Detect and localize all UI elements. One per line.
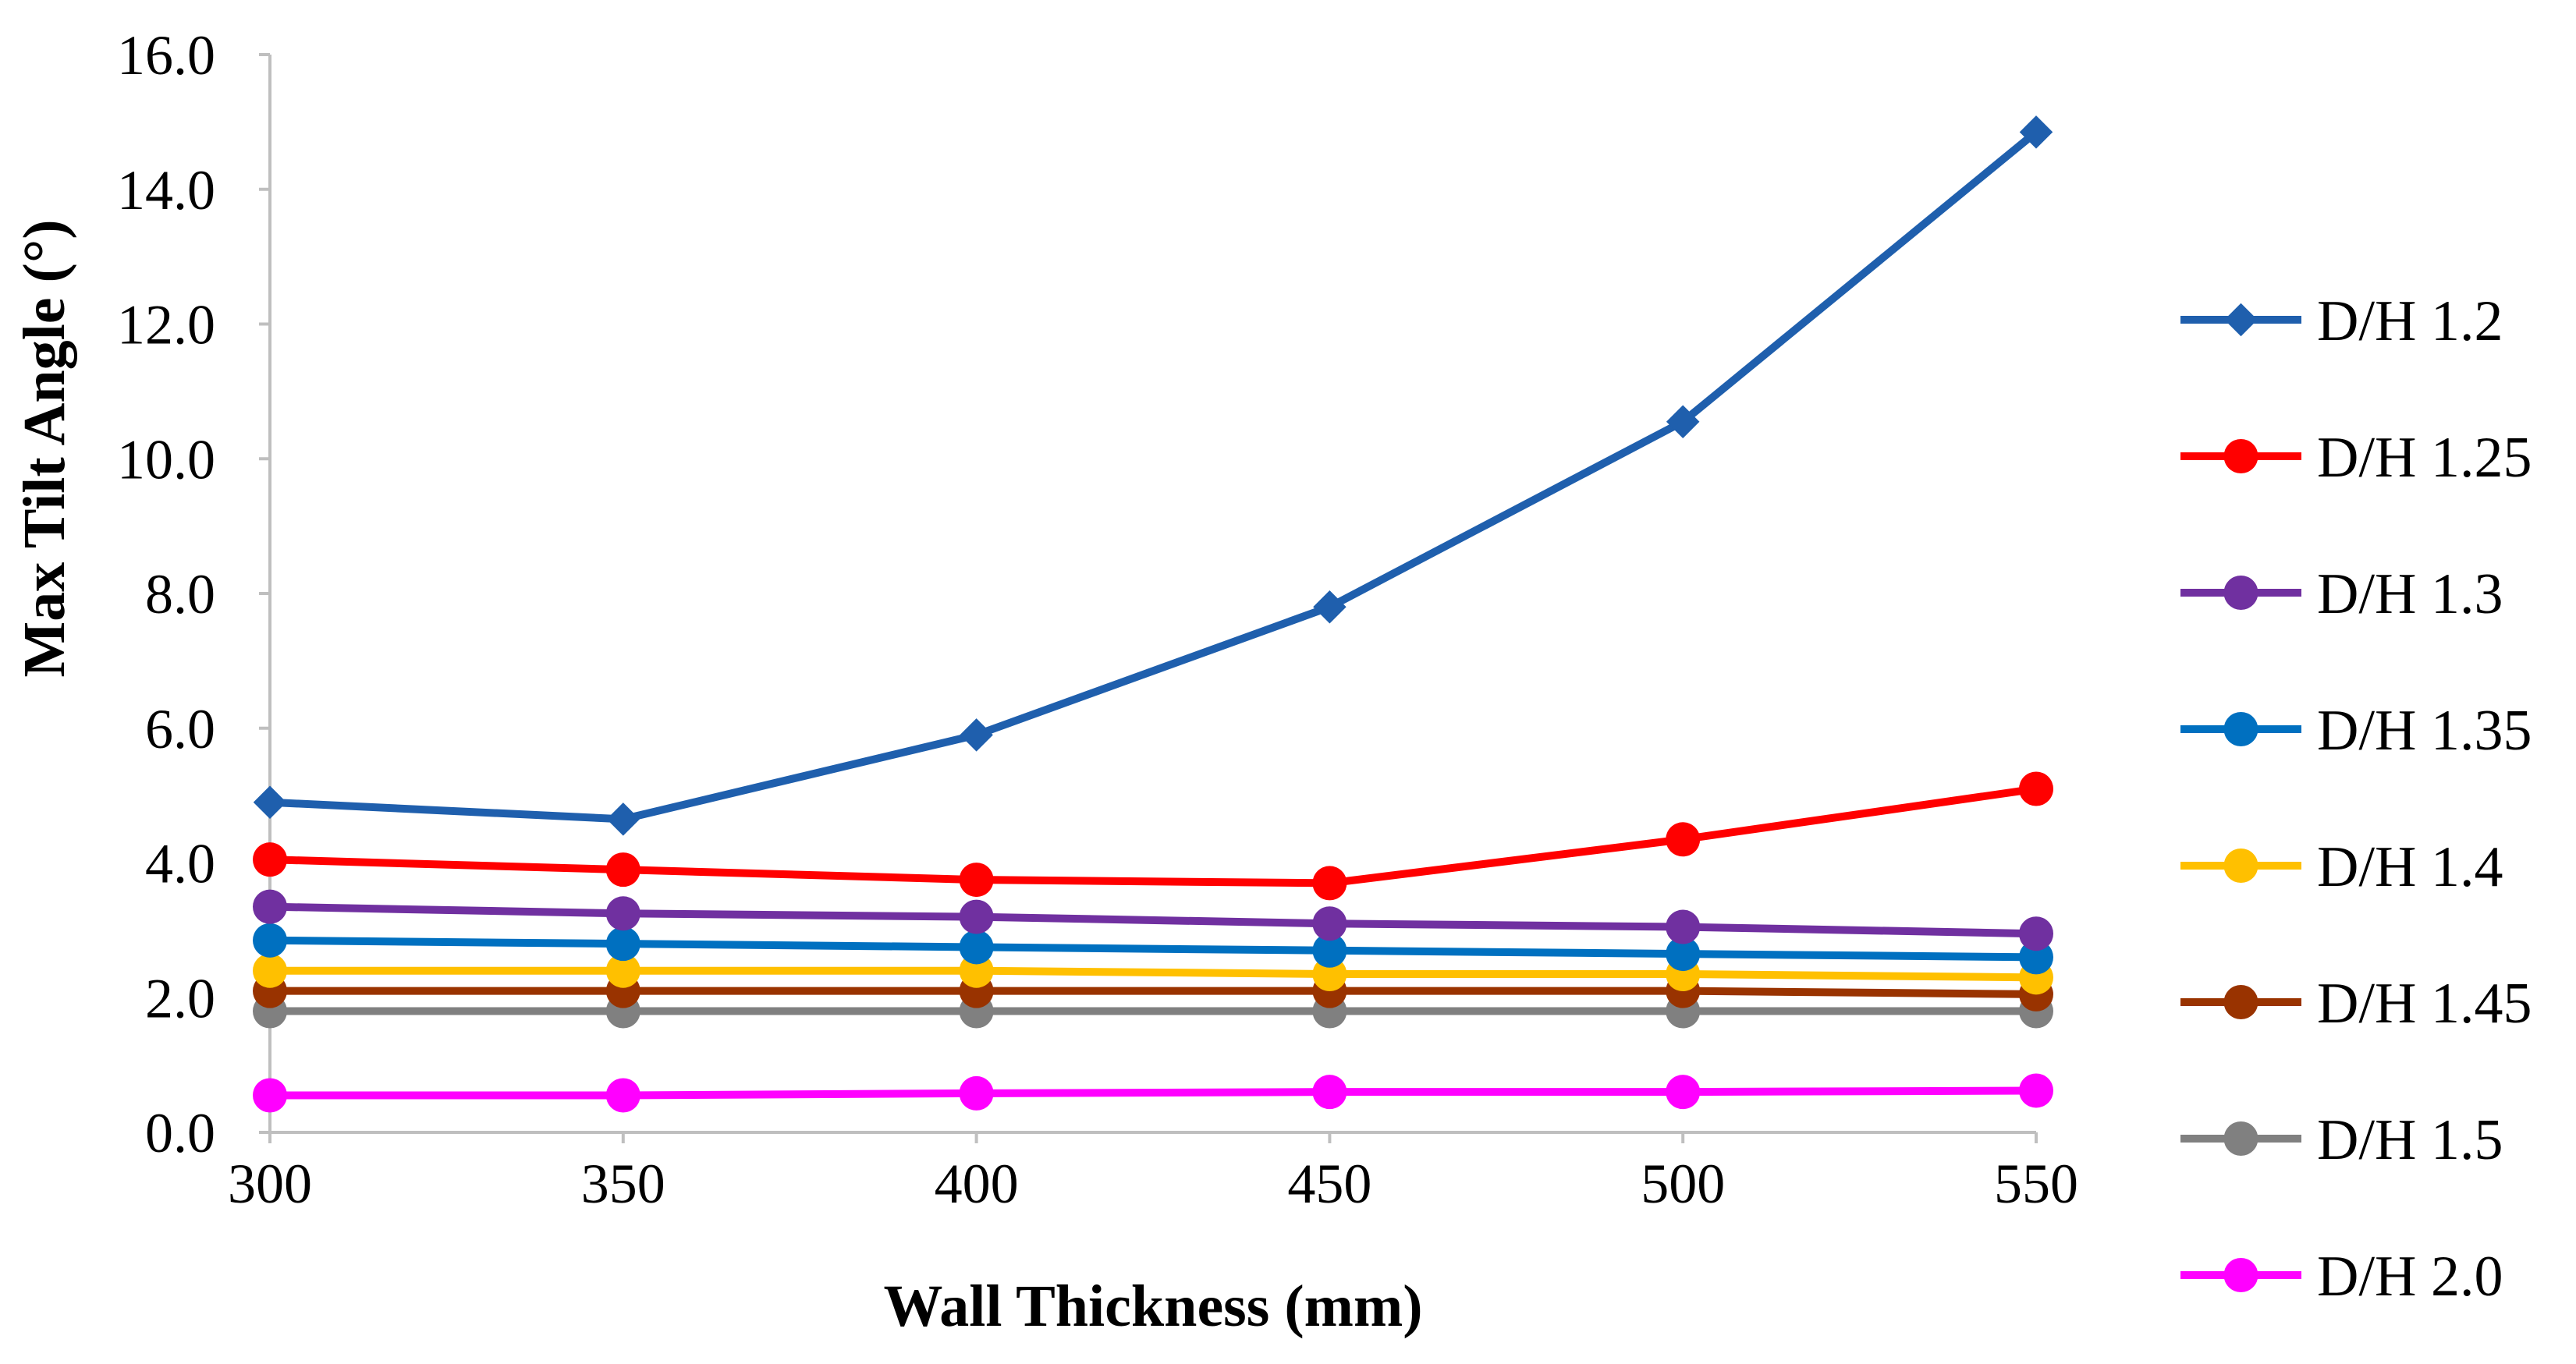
y-tick-label: 16.0 (117, 24, 215, 87)
x-axis-title: Wall Thickness (mm) (883, 1274, 1422, 1339)
data-point (253, 953, 287, 988)
legend-marker (2223, 1258, 2258, 1292)
legend: D/H 1.2 D/H 1.25 D/H 1.3 D/H 1.35 D/H 1.4 D/H… (2180, 289, 2532, 1309)
series-group (253, 115, 2053, 1113)
legend-item: D/H 1.5 (2180, 1108, 2503, 1172)
data-point (959, 863, 994, 898)
series-d-h-1-4 (253, 953, 2053, 995)
data-point (2019, 940, 2053, 975)
legend-item: D/H 1.45 (2180, 972, 2532, 1036)
legend-marker (2223, 439, 2258, 473)
series-d-h-1-25 (253, 771, 2053, 901)
data-point (959, 930, 994, 965)
y-tick-label: 2.0 (145, 967, 215, 1029)
x-tick-label: 450 (1287, 1153, 1371, 1215)
data-point (605, 1078, 640, 1113)
data-point (253, 842, 287, 877)
series-d-h-1-3 (253, 889, 2053, 951)
series-line (266, 966, 2040, 982)
x-tick-label: 550 (1994, 1153, 2078, 1215)
data-point (1313, 590, 1347, 624)
legend-label: D/H 1.35 (2317, 699, 2532, 763)
y-tick-label: 14.0 (117, 159, 215, 221)
legend-label: D/H 1.5 (2317, 1108, 2503, 1172)
legend-label: D/H 1.4 (2317, 835, 2503, 899)
data-point (253, 1078, 287, 1113)
series-line (266, 128, 2040, 824)
data-point (959, 899, 994, 934)
data-point (1312, 906, 1347, 941)
data-point (2019, 771, 2053, 806)
legend-label: D/H 1.2 (2317, 289, 2503, 353)
data-point (605, 896, 640, 931)
axes: 0.0 2.0 4.0 6.0 8.0 10.0 12.0 14.0 16.0 300 350 400… (117, 24, 2078, 1215)
x-tick-label: 350 (581, 1153, 665, 1215)
y-tick-label: 6.0 (145, 698, 215, 760)
data-point (1312, 866, 1347, 901)
series-line (266, 902, 2040, 938)
x-tick-label: 400 (935, 1153, 1019, 1215)
data-point (1666, 405, 1700, 438)
y-tick-label: 8.0 (145, 563, 215, 625)
legend-label: D/H 1.45 (2317, 972, 2532, 1036)
series-d-h-1-2 (253, 115, 2053, 836)
series-d-h-1-5 (253, 994, 2053, 1029)
data-point (605, 926, 640, 962)
y-axis-title: Max Tilt Angle (°) (12, 219, 77, 677)
data-point (253, 889, 287, 924)
legend-marker (2223, 576, 2258, 610)
legend-label: D/H 2.0 (2317, 1245, 2503, 1309)
legend-label: D/H 1.25 (2317, 426, 2532, 490)
legend-marker (2223, 849, 2258, 883)
legend-marker (2224, 303, 2258, 337)
legend-item: D/H 1.25 (2180, 426, 2532, 490)
legend-item: D/H 1.2 (2180, 289, 2503, 353)
data-point (1312, 957, 1347, 992)
series-d-h-1-45 (253, 973, 2053, 1011)
data-point (605, 953, 640, 988)
y-tick-label: 12.0 (117, 294, 215, 356)
data-point (253, 785, 287, 820)
legend-marker (2223, 1121, 2258, 1156)
series-d-h-1-35 (253, 923, 2053, 975)
data-point (2019, 916, 2053, 951)
data-point (1666, 909, 1701, 944)
data-point (2019, 1073, 2053, 1108)
data-point (605, 852, 640, 887)
legend-marker (2223, 712, 2258, 746)
data-point (2019, 115, 2053, 149)
data-point (606, 802, 640, 836)
data-point (1666, 937, 1701, 972)
legend-label: D/H 1.3 (2317, 562, 2503, 626)
data-point (959, 1075, 994, 1111)
series-line (266, 987, 2040, 998)
data-point (1312, 933, 1347, 968)
data-point (960, 718, 993, 752)
series-d-h-2-0 (253, 1073, 2053, 1113)
data-point (1666, 822, 1701, 857)
y-tick-label: 4.0 (145, 833, 215, 895)
data-point (253, 923, 287, 958)
x-tick-label: 500 (1641, 1153, 1725, 1215)
series-line (266, 785, 2040, 887)
y-tick-label: 10.0 (117, 428, 215, 491)
x-tick-label: 300 (228, 1153, 312, 1215)
series-line (266, 936, 2040, 962)
y-tick-label: 0.0 (145, 1102, 215, 1164)
legend-item: D/H 1.3 (2180, 562, 2503, 626)
series-line (266, 1086, 2040, 1100)
legend-item: D/H 1.4 (2180, 835, 2503, 899)
legend-item: D/H 1.35 (2180, 699, 2532, 763)
legend-item: D/H 2.0 (2180, 1245, 2503, 1309)
legend-marker (2223, 985, 2258, 1019)
data-point (1312, 1075, 1347, 1110)
data-point (959, 953, 994, 988)
data-point (1666, 1075, 1701, 1110)
